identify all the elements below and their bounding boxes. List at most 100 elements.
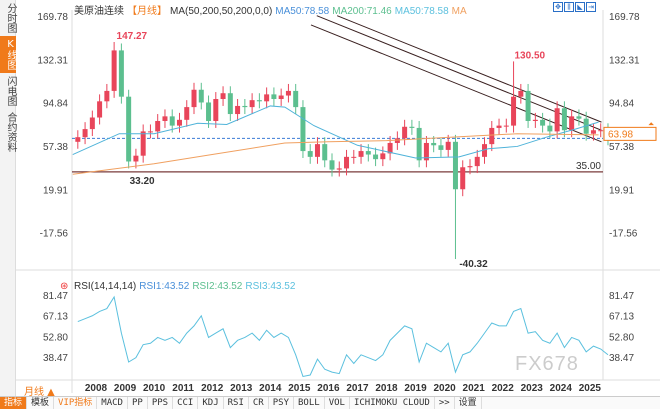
candle-body [133, 155, 139, 162]
toolbar-psy[interactable]: PSY [269, 397, 294, 409]
ma50b-value: MA50:78.58 [394, 6, 449, 17]
rsi-tick-left: 38.47 [43, 353, 68, 364]
price-tick-right: 57.38 [609, 142, 634, 153]
candle-body [598, 130, 604, 132]
toolbar-rsi[interactable]: RSI [224, 397, 249, 409]
candle-body [285, 90, 291, 96]
toolbar-设置[interactable]: 设置 [455, 397, 482, 409]
candle-body [547, 125, 553, 132]
ma200-line [72, 133, 599, 175]
fullscreen-icon[interactable]: ✥ [553, 2, 563, 12]
year-tick: 2015 [288, 383, 311, 394]
candle-icon[interactable]: ⫼ [564, 2, 574, 12]
forward-icon[interactable]: ⇥ [586, 2, 596, 12]
candle-body [402, 126, 408, 139]
rsi-header: RSI(14,14,14) RSI1:43.52 RSI2:43.52 RSI3:43… [74, 281, 298, 292]
channel-line [310, 24, 602, 143]
ma50-line [72, 105, 599, 159]
rsi-tick-left: 81.47 [43, 291, 68, 302]
candle-body [256, 100, 262, 102]
support-label: 35.00 [576, 161, 601, 172]
toolbar-指标[interactable]: 指标 [0, 397, 28, 409]
candle-body [460, 167, 466, 190]
candle-body [373, 154, 379, 160]
year-tick: 2018 [375, 383, 398, 394]
price-tick-right: 94.84 [609, 99, 634, 110]
candle-body [300, 107, 306, 152]
rsi-tick-right: 52.80 [609, 332, 634, 343]
rsi1-value: RSI1:43.52 [139, 281, 190, 292]
year-tick: 2023 [521, 383, 544, 394]
toolbar-ichimoku-cloud[interactable]: ICHIMOKU CLOUD [350, 397, 435, 409]
candle-body [307, 151, 313, 157]
rsi-tick-right: 67.13 [609, 312, 634, 323]
rsi-tick-left: 52.80 [43, 332, 68, 343]
candle-body [162, 116, 168, 121]
price-tick-right: -17.56 [609, 229, 638, 240]
toolbar-cci[interactable]: CCI [173, 397, 199, 409]
toolbar-cr[interactable]: CR [249, 397, 269, 409]
symbol-name: 美原油连续 [74, 6, 124, 17]
candle-body [242, 105, 248, 108]
last-price-box [603, 126, 657, 141]
price-tick-right: 169.78 [609, 12, 640, 23]
period-selector[interactable]: 月线 ▲ [24, 387, 55, 398]
candle-body [271, 94, 277, 100]
rsi-tick-left: 67.13 [43, 312, 68, 323]
candle-body [452, 141, 458, 190]
watermark: FX678 [515, 353, 579, 375]
candle-body [590, 130, 596, 134]
price-tick-left: 132.31 [37, 55, 68, 66]
toolbar-pps[interactable]: PPS [148, 397, 174, 409]
price-chart[interactable]: ⊛ 169.78 169.78 132.31 132.31 94.84 94.84 57.38… [0, 0, 660, 396]
price-tick-left: -17.56 [40, 229, 69, 240]
candle-body [97, 101, 103, 118]
price-tick-right: 132.31 [609, 55, 640, 66]
indicator-name[interactable]: MA(50,200,50,200,0,0) [170, 6, 273, 17]
tab-flash[interactable]: 闪电图 [5, 76, 16, 106]
year-tick: 2011 [172, 383, 194, 394]
toolbar-vip指标[interactable]: VIP指标 [54, 397, 98, 409]
channel-line [316, 15, 602, 131]
candle-body [554, 108, 560, 132]
candle-body [147, 131, 153, 133]
candle-body [126, 96, 132, 162]
price-tick-right: 19.91 [609, 185, 634, 196]
candle-body [496, 125, 502, 128]
year-tick: 2020 [433, 383, 456, 394]
toolbar-macd[interactable]: MACD [97, 397, 128, 409]
year-tick: 2012 [201, 383, 224, 394]
tab-kline[interactable]: K线图 [0, 36, 16, 73]
year-tick: 2024 [550, 383, 573, 394]
rsi-tick-right: 81.47 [609, 291, 634, 302]
toolbar-vol[interactable]: VOL [325, 397, 350, 409]
candle-body [438, 145, 444, 150]
year-tick: 2022 [492, 383, 515, 394]
tab-contract-info[interactable]: 合约资料 [5, 112, 16, 152]
toolbar-模板[interactable]: 模板 [27, 397, 55, 409]
candle-body [235, 105, 241, 115]
rsi-tick-right: 38.47 [609, 353, 634, 364]
tab-intraday[interactable]: 分时图 [5, 3, 16, 33]
candle-body [467, 166, 473, 168]
period-label[interactable]: 【月线】 [127, 6, 167, 17]
candle-body [206, 102, 212, 121]
indicator-toolbar: 指标 模板 VIP指标 MACD PP PPS CCI KDJ RSI CR PSY BOLL VOL I… [0, 396, 660, 409]
toolbar->>[interactable]: >> [435, 397, 455, 409]
candle-body [82, 129, 88, 138]
draw-icon[interactable]: ◣ [575, 2, 585, 12]
candle-body [89, 117, 95, 130]
candle-body [184, 107, 190, 120]
high-label: 147.27 [117, 31, 148, 42]
candle-body [118, 50, 124, 97]
toolbar-boll[interactable]: BOLL [294, 397, 325, 409]
toolbar-kdj[interactable]: KDJ [198, 397, 224, 409]
candle-body [394, 138, 400, 143]
high2-label: 130.50 [515, 50, 546, 61]
candle-body [336, 168, 342, 170]
chart-tools: ✥ ⫼ ◣ ⇥ [553, 2, 596, 12]
toolbar-pp[interactable]: PP [128, 397, 148, 409]
year-tick: 2021 [463, 383, 486, 394]
candle-body [423, 142, 429, 161]
year-tick: 2009 [114, 383, 137, 394]
